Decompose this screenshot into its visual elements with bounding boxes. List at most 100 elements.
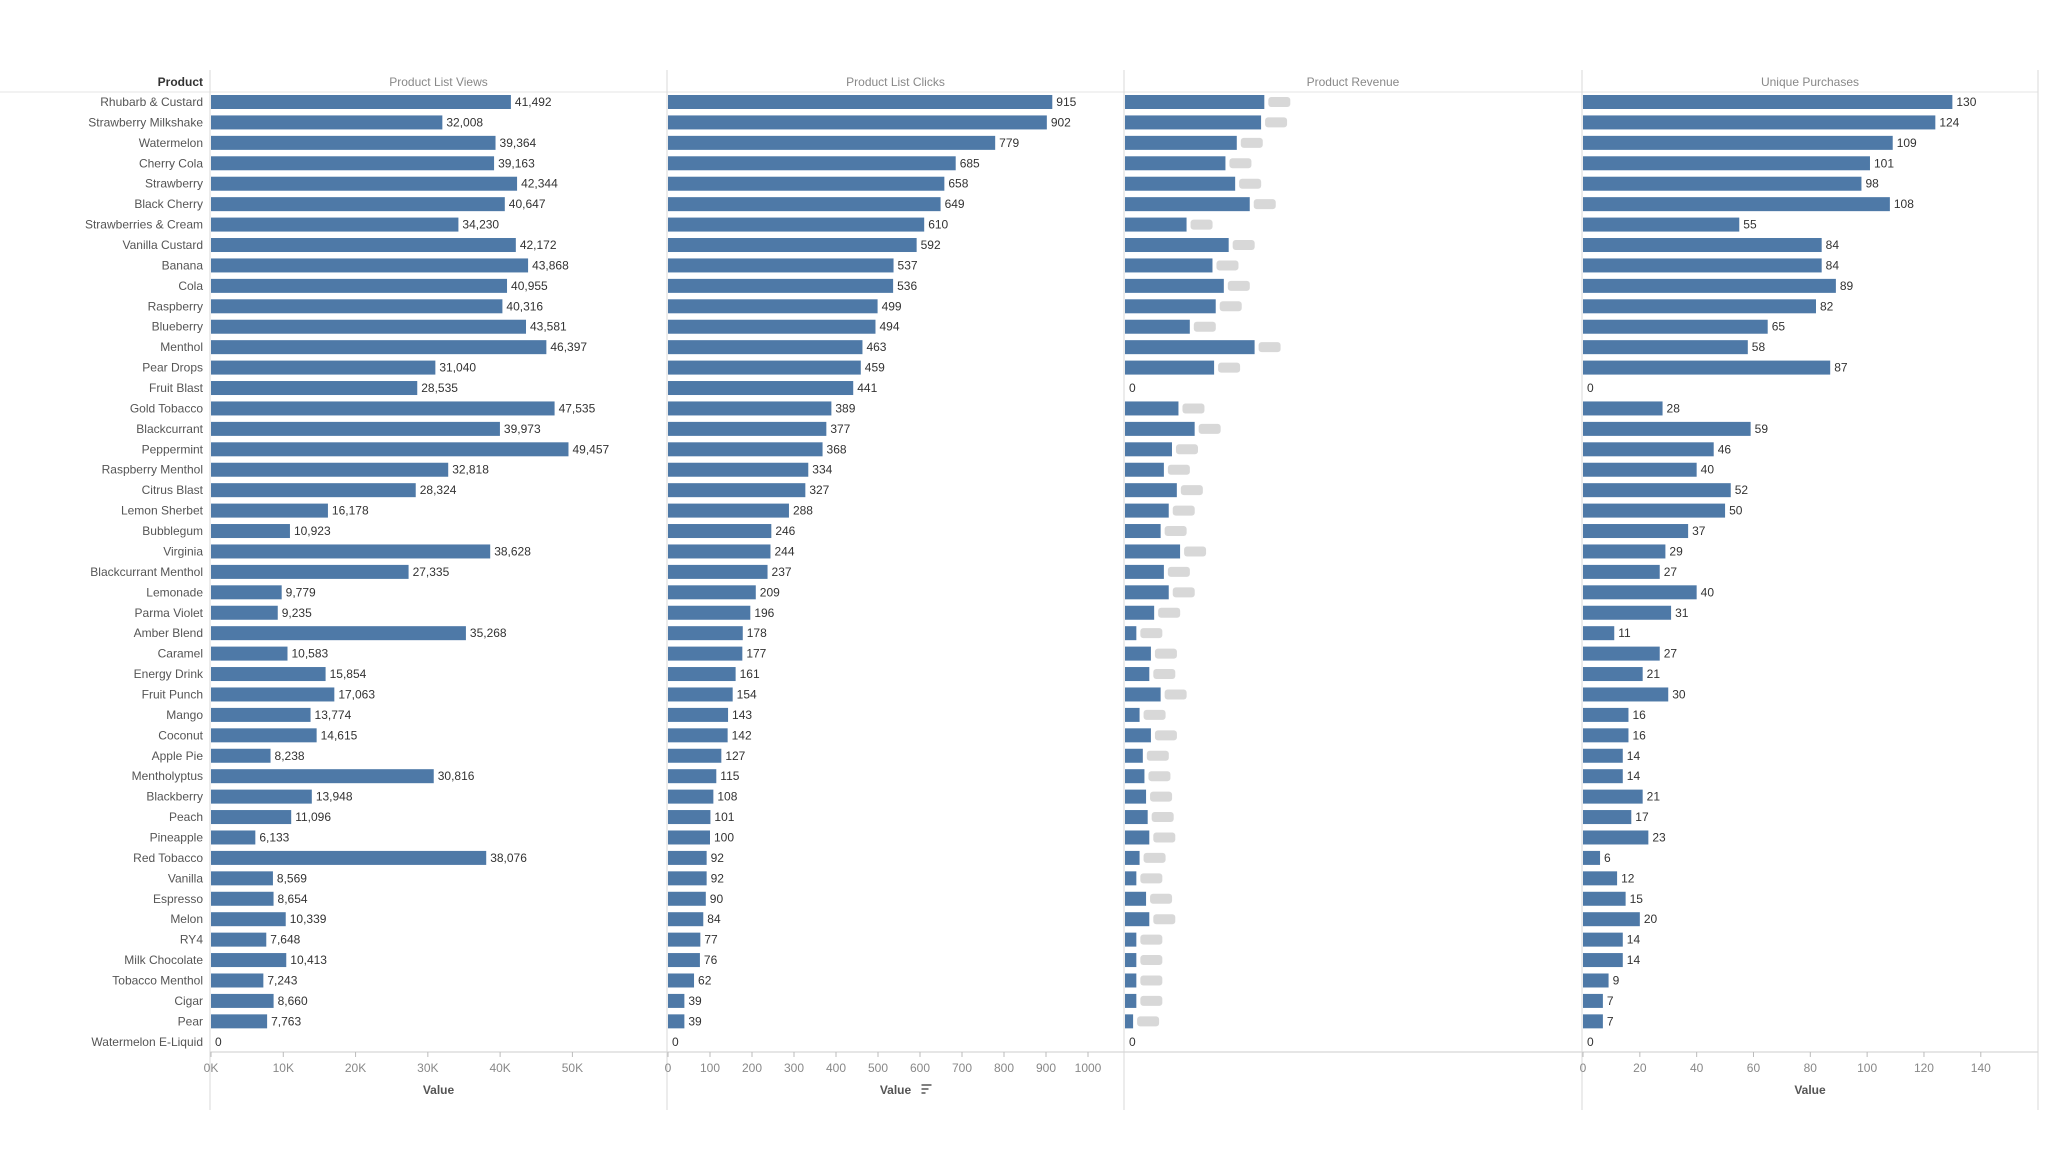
data-label: 49,457 — [572, 442, 609, 456]
bar — [1583, 401, 1663, 416]
data-label: 143 — [732, 708, 752, 722]
product-label: Citrus Blast — [142, 483, 204, 497]
data-label: 92 — [711, 871, 725, 885]
bar — [211, 850, 487, 865]
data-label: 610 — [928, 218, 948, 232]
data-label: 13,948 — [316, 790, 353, 804]
data-label: 30,816 — [438, 769, 475, 783]
bar — [211, 891, 274, 906]
bar — [1125, 197, 1250, 212]
bar — [1583, 258, 1822, 273]
data-label: 62 — [698, 973, 712, 987]
data-label: 32,008 — [446, 115, 483, 129]
product-label: Watermelon E-Liquid — [91, 1035, 203, 1049]
data-label: 177 — [746, 647, 766, 661]
data-label: 40,647 — [509, 197, 546, 211]
bar — [1583, 462, 1697, 477]
bar — [1583, 850, 1601, 865]
bar — [668, 135, 996, 150]
blurred-data-label — [1180, 485, 1203, 496]
bar — [668, 176, 945, 191]
bar — [668, 789, 714, 804]
bar — [211, 483, 416, 498]
product-label: RY4 — [180, 933, 203, 947]
data-label: 28,535 — [421, 381, 458, 395]
data-label: 42,172 — [520, 238, 557, 252]
bar — [668, 830, 710, 845]
bar — [1125, 360, 1215, 375]
axis-tick-label: 500 — [868, 1061, 888, 1075]
axis-tick-label: 40K — [489, 1061, 510, 1075]
data-label: 31 — [1675, 606, 1689, 620]
bar — [211, 993, 274, 1008]
bar — [1583, 483, 1731, 498]
blurred-data-label — [1158, 607, 1181, 618]
data-label: 90 — [710, 892, 724, 906]
blurred-data-label — [1232, 240, 1255, 251]
blurred-data-label — [1150, 893, 1173, 904]
data-label: 9,235 — [282, 606, 312, 620]
product-label: Strawberry — [145, 177, 203, 191]
bar — [1583, 707, 1629, 722]
data-label: 142 — [732, 728, 752, 742]
bar — [1583, 503, 1726, 518]
bar — [1125, 789, 1147, 804]
data-label: 13,774 — [315, 708, 352, 722]
axis-tick-label: 30K — [417, 1061, 438, 1075]
bar — [1583, 1014, 1603, 1029]
product-label: Lemon Sherbet — [121, 504, 204, 518]
axis-tick-label: 10K — [273, 1061, 294, 1075]
data-label: 52 — [1735, 483, 1749, 497]
data-label: 10,923 — [294, 524, 331, 538]
axis-tick-label: 60 — [1747, 1061, 1761, 1075]
data-label: 55 — [1743, 218, 1757, 232]
data-label: 35,268 — [470, 626, 507, 640]
data-label: 10,339 — [290, 912, 327, 926]
data-label: 12 — [1621, 871, 1635, 885]
bar — [1583, 953, 1623, 968]
data-label: 499 — [882, 299, 902, 313]
bar — [1583, 360, 1831, 375]
data-label: 7,243 — [267, 973, 297, 987]
bar — [1583, 156, 1870, 171]
data-label: 100 — [714, 830, 734, 844]
axis-tick-label: 80 — [1804, 1061, 1818, 1075]
bar — [668, 340, 863, 355]
blurred-data-label — [1164, 526, 1187, 537]
bar — [668, 95, 1053, 109]
bar — [1125, 953, 1137, 968]
product-label: Blackcurrant Menthol — [90, 565, 203, 579]
blurred-data-label — [1140, 628, 1163, 639]
bar — [1125, 769, 1145, 784]
product-label: Milk Chocolate — [124, 953, 203, 967]
data-label: 7 — [1607, 994, 1614, 1008]
bar — [211, 217, 459, 232]
bar — [1583, 115, 1936, 130]
data-label: 124 — [1939, 115, 1959, 129]
data-label: 46,397 — [550, 340, 587, 354]
data-label: 27 — [1664, 565, 1678, 579]
blurred-data-label — [1240, 137, 1263, 148]
data-label: 8,654 — [278, 892, 308, 906]
bar — [1125, 421, 1195, 436]
product-label: Tobacco Menthol — [112, 973, 203, 987]
product-label: Blackcurrant — [136, 422, 203, 436]
bar — [1125, 319, 1190, 334]
bar — [1583, 564, 1660, 579]
data-label: 16 — [1632, 708, 1646, 722]
product-label: Cola — [178, 279, 203, 293]
bar — [1583, 830, 1649, 845]
bar — [1125, 401, 1179, 416]
bar — [211, 626, 466, 641]
product-label: Raspberry Menthol — [102, 463, 203, 477]
bar — [211, 503, 328, 518]
product-label: Rhubarb & Custard — [100, 95, 203, 109]
data-label: 8,238 — [275, 749, 305, 763]
data-label: 40,955 — [511, 279, 548, 293]
bar — [211, 421, 500, 436]
blurred-data-label — [1229, 158, 1252, 169]
bar — [1125, 1014, 1134, 1029]
bar — [211, 748, 271, 763]
bar — [1125, 646, 1151, 661]
blurred-data-label — [1140, 934, 1163, 945]
